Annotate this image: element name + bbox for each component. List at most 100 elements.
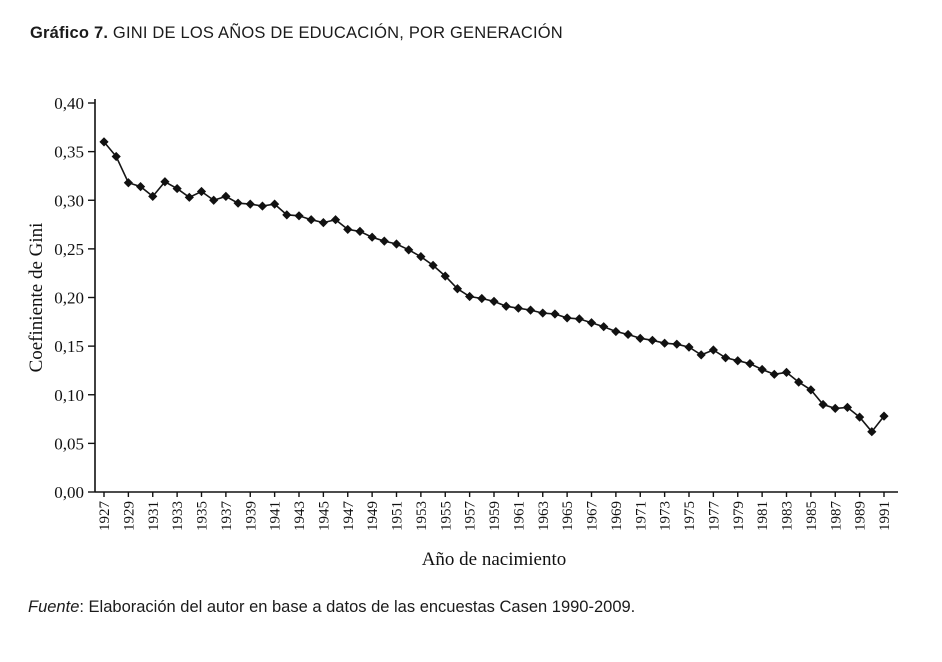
data-point bbox=[184, 192, 194, 202]
source-label: Fuente bbox=[28, 598, 80, 616]
data-point bbox=[781, 367, 792, 377]
data-point bbox=[477, 293, 487, 304]
data-point bbox=[233, 198, 243, 208]
data-point bbox=[842, 402, 853, 412]
y-tick-label: 0,20 bbox=[54, 289, 84, 308]
x-tick-label: 1973 bbox=[658, 501, 674, 531]
x-tick-label: 1929 bbox=[121, 501, 137, 531]
data-point bbox=[123, 178, 133, 188]
x-tick-label: 1953 bbox=[414, 501, 430, 531]
data-point bbox=[111, 151, 121, 162]
data-point bbox=[343, 224, 353, 235]
x-tick-label: 1931 bbox=[146, 501, 162, 531]
data-point bbox=[708, 345, 718, 355]
x-tick-label: 1943 bbox=[292, 501, 308, 531]
y-tick-label: 0,35 bbox=[54, 143, 84, 162]
data-point bbox=[586, 318, 597, 328]
x-tick-label: 1985 bbox=[804, 501, 820, 531]
x-tick-label: 1927 bbox=[97, 501, 113, 532]
data-point bbox=[221, 191, 231, 201]
x-tick-label: 1983 bbox=[780, 501, 796, 531]
data-point bbox=[270, 199, 280, 209]
source-note: Fuente: Elaboración del autor en base a … bbox=[28, 598, 635, 617]
data-point bbox=[599, 322, 609, 332]
x-tick-label: 1949 bbox=[365, 501, 381, 531]
x-tick-label: 1957 bbox=[463, 501, 479, 532]
x-tick-label: 1979 bbox=[731, 501, 747, 531]
data-point bbox=[672, 339, 682, 349]
data-point bbox=[209, 195, 219, 205]
x-tick-label: 1937 bbox=[219, 501, 235, 532]
x-tick-label: 1951 bbox=[390, 501, 406, 531]
data-point bbox=[513, 303, 523, 313]
data-point bbox=[465, 291, 475, 302]
data-point bbox=[135, 182, 146, 192]
data-point bbox=[367, 232, 377, 242]
data-point bbox=[294, 211, 304, 221]
x-tick-label: 1971 bbox=[633, 501, 649, 531]
x-tick-label: 1941 bbox=[268, 501, 284, 531]
data-point bbox=[391, 239, 402, 249]
data-point bbox=[611, 326, 621, 337]
x-tick-label: 1933 bbox=[170, 501, 186, 531]
data-point bbox=[623, 329, 633, 340]
data-point bbox=[196, 186, 207, 197]
data-point bbox=[501, 301, 511, 311]
data-point bbox=[562, 313, 572, 323]
caption-prefix: Gráfico 7. bbox=[30, 24, 109, 42]
x-tick-label: 1945 bbox=[316, 501, 332, 531]
data-point bbox=[818, 399, 828, 410]
data-point bbox=[160, 177, 170, 187]
data-point bbox=[257, 201, 268, 211]
data-point bbox=[404, 245, 414, 255]
data-point bbox=[245, 199, 255, 209]
data-line bbox=[103, 141, 885, 433]
data-point bbox=[745, 359, 755, 369]
data-point bbox=[525, 305, 536, 315]
data-point bbox=[660, 338, 670, 348]
data-point bbox=[172, 183, 182, 194]
x-tick-label: 1987 bbox=[828, 501, 844, 532]
data-point bbox=[538, 308, 548, 318]
data-point bbox=[416, 252, 426, 262]
data-point bbox=[635, 333, 645, 343]
data-point bbox=[306, 215, 316, 225]
x-tick-label: 1975 bbox=[682, 501, 698, 531]
data-point bbox=[684, 342, 694, 352]
x-tick-label: 1955 bbox=[438, 501, 454, 531]
data-point bbox=[720, 353, 731, 363]
x-tick-label: 1991 bbox=[877, 501, 893, 531]
data-point bbox=[489, 296, 499, 306]
data-point bbox=[647, 335, 658, 345]
data-point bbox=[550, 309, 560, 319]
x-tick-label: 1965 bbox=[560, 501, 576, 531]
x-tick-label: 1967 bbox=[585, 501, 601, 532]
data-point bbox=[99, 137, 109, 147]
x-tick-label: 1939 bbox=[243, 501, 259, 531]
data-point bbox=[379, 236, 389, 246]
data-point bbox=[330, 215, 341, 225]
y-tick-label: 0,10 bbox=[54, 386, 84, 405]
data-point bbox=[148, 191, 158, 201]
data-point bbox=[769, 369, 779, 379]
y-tick-label: 0,05 bbox=[54, 434, 84, 453]
data-point bbox=[440, 271, 450, 281]
y-tick-label: 0,40 bbox=[54, 94, 84, 113]
data-point bbox=[282, 210, 292, 220]
y-tick-label: 0,00 bbox=[54, 483, 84, 502]
x-tick-label: 1977 bbox=[706, 501, 722, 532]
data-point bbox=[867, 427, 877, 437]
data-point bbox=[355, 226, 365, 236]
data-point bbox=[696, 350, 706, 360]
data-point bbox=[830, 403, 840, 413]
x-axis-title: Año de nacimiento bbox=[422, 549, 567, 570]
x-tick-label: 1981 bbox=[755, 501, 771, 531]
x-tick-label: 1969 bbox=[609, 501, 625, 531]
chart-caption: Gráfico 7. GINI DE LOS AÑOS DE EDUCACIÓN… bbox=[30, 24, 563, 43]
x-tick-label: 1963 bbox=[536, 501, 552, 531]
data-point bbox=[428, 260, 438, 271]
caption-text: GINI DE LOS AÑOS DE EDUCACIÓN, POR GENER… bbox=[108, 24, 563, 42]
source-text: : Elaboración del autor en base a datos … bbox=[79, 598, 636, 616]
